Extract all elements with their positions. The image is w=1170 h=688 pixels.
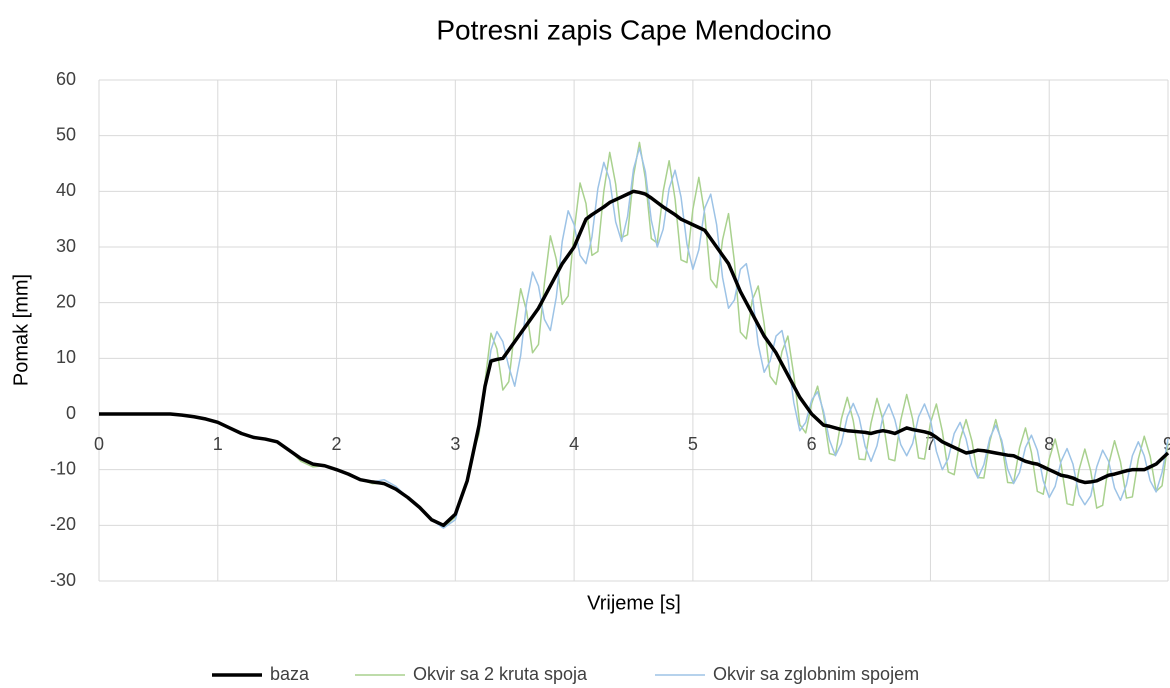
- x-axis-title: Vrijeme [s]: [587, 592, 681, 614]
- y-tick-label: 10: [56, 347, 76, 367]
- y-tick-label: 50: [56, 124, 76, 144]
- y-tick-label: 30: [56, 236, 76, 256]
- x-tick-label: 1: [213, 434, 223, 454]
- y-tick-label: -10: [50, 458, 76, 478]
- legend-label: Okvir sa zglobnim spojem: [713, 664, 919, 684]
- x-tick-label: 3: [450, 434, 460, 454]
- y-tick-label: 40: [56, 180, 76, 200]
- y-tick-label: 20: [56, 291, 76, 311]
- x-tick-label: 8: [1044, 434, 1054, 454]
- y-tick-label: 60: [56, 69, 76, 89]
- x-tick-label: 7: [925, 434, 935, 454]
- x-tick-label: 0: [94, 434, 104, 454]
- y-tick-label: 0: [66, 403, 76, 423]
- legend-label: Okvir sa 2 kruta spoja: [413, 664, 588, 684]
- legend-label: baza: [270, 664, 310, 684]
- x-tick-label: 2: [332, 434, 342, 454]
- y-tick-label: -20: [50, 514, 76, 534]
- chart-title: Potresni zapis Cape Mendocino: [436, 14, 831, 45]
- x-tick-label: 5: [688, 434, 698, 454]
- y-tick-label: -30: [50, 570, 76, 590]
- x-tick-label: 4: [569, 434, 579, 454]
- y-axis-title: Pomak [mm]: [10, 274, 32, 386]
- series-line: [99, 147, 1169, 529]
- series-line: [99, 189, 1170, 528]
- x-tick-label: 6: [807, 434, 817, 454]
